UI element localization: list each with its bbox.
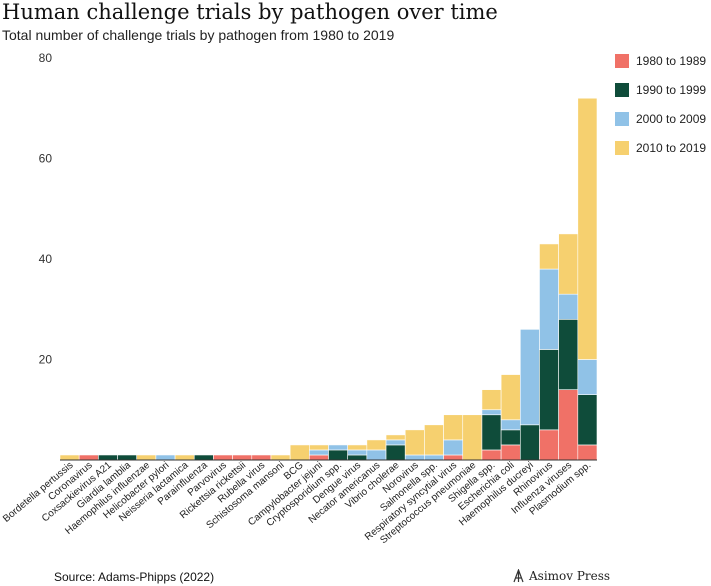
bar-segment [366, 439, 387, 451]
bar-segment [443, 439, 464, 456]
bar-segment [500, 419, 521, 431]
bar-segment [385, 444, 406, 461]
bar-segment [481, 409, 502, 416]
legend-label: 2000 to 2009 [636, 112, 706, 126]
bar-segment [558, 389, 579, 461]
bar-segment [232, 454, 253, 461]
bar-segment [366, 449, 387, 461]
bar-segment [519, 329, 540, 426]
publisher-logo: Asimov Press [513, 569, 610, 583]
bar-segment [347, 444, 368, 451]
legend-label: 1990 to 1999 [636, 83, 706, 97]
source-note: Source: Adams-Phipps (2022) [54, 570, 215, 584]
bar-segment [424, 424, 444, 456]
bar-segment [385, 439, 406, 446]
bar-segment [443, 454, 464, 461]
bar-segment [347, 449, 368, 456]
bar-segment [347, 454, 368, 461]
bar-segment [424, 454, 444, 461]
bar-segment [251, 454, 272, 461]
legend-label: 2010 to 2019 [636, 141, 706, 155]
bar-segment [539, 268, 559, 350]
publisher-name: Asimov Press [529, 569, 611, 583]
y-tick-label: 80 [39, 51, 53, 65]
legend-label: 1980 to 1989 [636, 54, 706, 68]
bar-segment [136, 454, 157, 461]
bar-segment [558, 233, 579, 295]
bar-segment [481, 449, 502, 461]
bar-segment [577, 97, 598, 360]
legend-swatch [615, 141, 629, 155]
bar-segment [309, 449, 329, 456]
bar-segment [500, 429, 521, 446]
chart-title: Human challenge trials by pathogen over … [2, 0, 498, 24]
bar-segment [462, 414, 483, 461]
bar-segment [309, 454, 329, 461]
asimov-press-logo-icon [513, 569, 524, 583]
bar-segment [558, 318, 579, 390]
bar-segment [385, 434, 406, 441]
bar-segment [539, 429, 559, 461]
bar-segment [577, 394, 598, 446]
y-tick-label: 20 [39, 353, 53, 367]
legend-swatch [615, 54, 629, 68]
bar-segment [500, 444, 521, 461]
chart-subtitle: Total number of challenge trials by path… [2, 27, 395, 43]
bar-segment [404, 429, 425, 456]
legend-swatch [615, 83, 629, 97]
bar-segment [213, 454, 233, 461]
bar-segment [404, 454, 425, 461]
bar-segment [98, 454, 118, 461]
bar-segment [443, 414, 464, 441]
bar-segment [78, 454, 99, 461]
bar-segment [289, 444, 310, 461]
bar-segment [155, 454, 176, 461]
y-axis: 20 40 60 80 [39, 51, 53, 367]
bar-segment [481, 389, 502, 411]
bars [59, 97, 598, 461]
bar-segment [519, 424, 540, 461]
bar-segment [59, 454, 80, 461]
bar-segment [117, 454, 138, 461]
bar-segment [500, 374, 521, 421]
legend-swatch [615, 112, 629, 126]
y-tick-label: 40 [39, 252, 53, 266]
bar-segment [481, 414, 502, 451]
bar-segment [558, 293, 579, 320]
bar-segment [539, 349, 559, 431]
bar-segment [539, 243, 559, 270]
bar-segment [328, 444, 348, 451]
bar-segment [174, 454, 195, 461]
bar-segment [577, 359, 598, 395]
bar-segment [328, 449, 348, 461]
bar-segment [309, 444, 329, 451]
bar-segment [270, 454, 291, 461]
bar-segment [193, 454, 214, 461]
legend: 1980 to 1989 1990 to 1999 2000 to 2009 2010… [615, 54, 706, 155]
bar-segment [577, 444, 598, 461]
x-axis-labels: Bordetella pertussisCoronavirusCoxsackie… [1, 460, 593, 547]
y-tick-label: 60 [39, 152, 53, 166]
